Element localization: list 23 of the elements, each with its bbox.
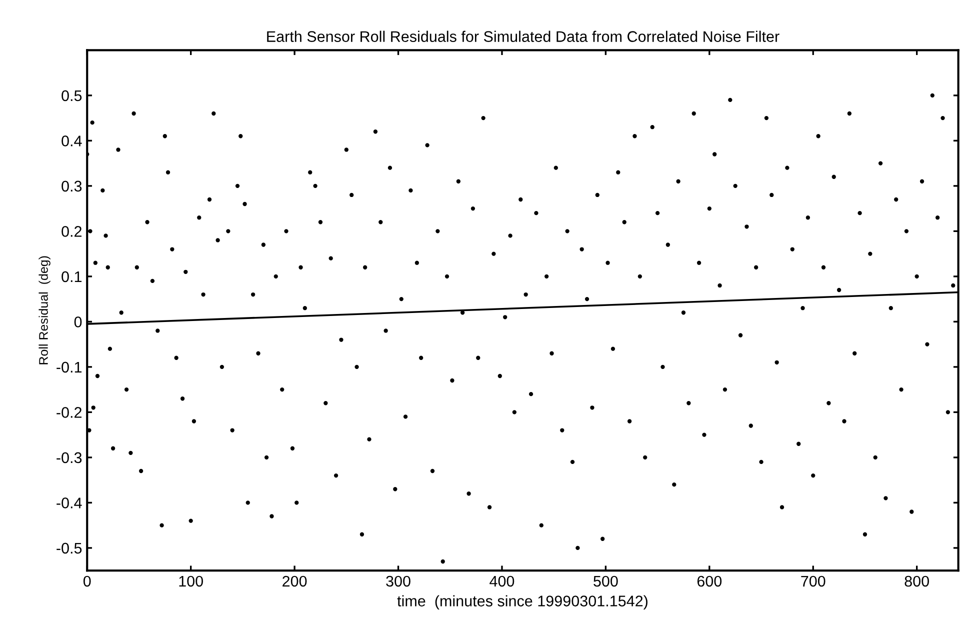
chart-title: Earth Sensor Roll Residuals for Simulated Data from Correlated Noise Filter (267, 30, 780, 42)
x-tick-label: 600 (697, 576, 722, 587)
y-tick-label: 0.2 (62, 226, 82, 237)
y-tick-label: -0.3 (56, 452, 82, 464)
y-tick-label: 0.4 (62, 136, 82, 146)
y-tick-label: -0.1 (56, 362, 82, 373)
x-axis-title: time (minutes since 19990301.1542) (397, 595, 648, 610)
x-tick-label: 800 (904, 576, 929, 587)
y-tick-label: -0.2 (56, 407, 82, 418)
x-tick-label: 500 (594, 576, 618, 587)
y-tick-label: -0.4 (56, 498, 82, 508)
x-tick-label: 300 (386, 576, 410, 587)
y-tick-label: -0.5 (56, 542, 82, 554)
x-tick-label: 400 (490, 576, 514, 587)
y-tick-label: 0.1 (62, 271, 82, 282)
x-tick-label: 200 (282, 576, 307, 587)
x-tick-label: 0 (83, 576, 91, 587)
x-tick-label: 100 (179, 576, 203, 587)
y-tick-label: 0.5 (62, 90, 82, 102)
y-tick-label: 0 (74, 316, 82, 328)
y-axis-title: Roll Residual (deg) (38, 256, 50, 364)
y-tick-label: 0.3 (62, 180, 82, 192)
x-tick-label: 700 (801, 576, 826, 587)
